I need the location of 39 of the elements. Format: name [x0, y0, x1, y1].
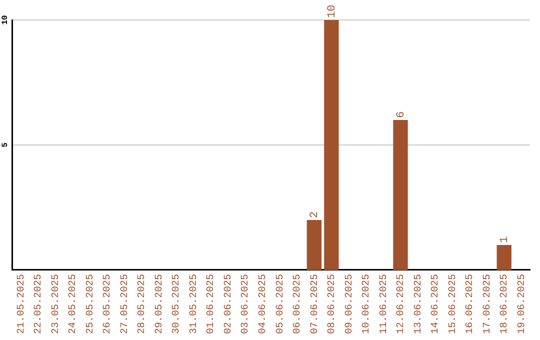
- data-label: 1: [499, 236, 512, 243]
- data-label: 6: [395, 111, 408, 118]
- x-tick-label: 25.05.2025: [85, 274, 96, 334]
- x-tick-label: 28.05.2025: [137, 274, 148, 334]
- x-tick-label: 23.05.2025: [50, 274, 62, 334]
- x-tick-label: 24.05.2025: [68, 274, 80, 334]
- x-tick-label: 03.06.2025: [240, 274, 252, 334]
- x-tick-label: 05.06.2025: [275, 274, 286, 334]
- bar: [324, 20, 339, 270]
- x-tick-label: 29.05.2025: [154, 274, 166, 334]
- x-tick-label: 06.06.2025: [292, 274, 304, 334]
- x-tick-label: 26.05.2025: [102, 274, 114, 334]
- x-tick-label: 04.06.2025: [258, 274, 270, 334]
- x-tick-label: 21.05.2025: [16, 274, 28, 334]
- x-tick-label: 17.06.2025: [482, 274, 494, 334]
- x-tick-label: 22.05.2025: [34, 274, 45, 334]
- bar: [306, 220, 322, 270]
- x-tick-label: 15.06.2025: [448, 274, 459, 334]
- x-tick-label: 01.06.2025: [206, 274, 218, 334]
- x-tick-label: 14.06.2025: [430, 274, 442, 334]
- x-tick-label: 13.06.2025: [413, 274, 424, 334]
- x-tick-label: 10.06.2025: [362, 274, 373, 334]
- x-tick-label: 18.06.2025: [500, 274, 511, 334]
- x-tick-label: 02.06.2025: [223, 274, 234, 334]
- x-tick-label: 31.05.2025: [188, 274, 200, 334]
- x-tick-label: 08.06.2025: [327, 274, 338, 334]
- x-tick-label: 16.06.2025: [465, 274, 476, 334]
- x-tick-label: 30.05.2025: [172, 274, 183, 334]
- bar: [393, 120, 408, 270]
- bar: [496, 244, 512, 270]
- data-label: 10: [326, 4, 338, 18]
- x-tick-label: 19.06.2025: [517, 274, 528, 334]
- y-tick-label: 5: [1, 142, 10, 148]
- data-label: 2: [309, 211, 322, 218]
- x-tick-label: 09.06.2025: [344, 274, 356, 334]
- x-tick-label: 07.06.2025: [310, 274, 321, 334]
- x-tick-label: 11.06.2025: [378, 274, 390, 334]
- x-tick-label: 12.06.2025: [396, 274, 408, 334]
- x-tick-label: 27.05.2025: [120, 274, 131, 334]
